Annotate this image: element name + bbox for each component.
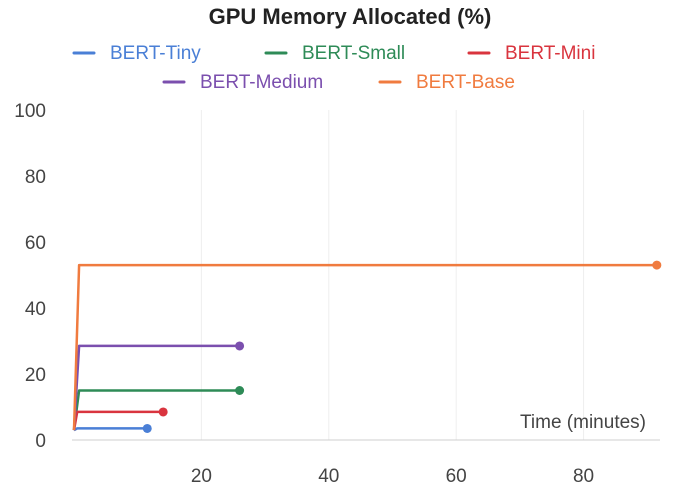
- series-bert-tiny: [73, 423, 152, 433]
- y-tick-label: 40: [25, 299, 46, 320]
- series-line: [72, 344, 240, 431]
- legend-label: BERT-Base: [416, 72, 515, 93]
- series-end-point: [158, 407, 168, 417]
- x-tick-label: 80: [573, 466, 594, 487]
- y-tick-label: 80: [25, 167, 46, 188]
- y-axis-ticks: 0 20 40 60 80 100: [14, 101, 46, 452]
- legend-label: BERT-Small: [302, 43, 405, 64]
- series-line: [73, 427, 148, 432]
- legend-label: BERT-Mini: [505, 43, 595, 64]
- series-bert-base: [72, 260, 662, 431]
- legend-item-bert-base[interactable]: BERT-Base: [378, 72, 515, 93]
- legend: BERT-Tiny BERT-Small BERT-Mini BERT-Medium B…: [72, 43, 595, 93]
- legend-item-bert-medium[interactable]: BERT-Medium: [162, 72, 323, 93]
- series-lines: [72, 260, 662, 433]
- legend-item-bert-mini[interactable]: BERT-Mini: [467, 43, 595, 64]
- legend-item-bert-small[interactable]: BERT-Small: [264, 43, 405, 64]
- series-line: [72, 263, 657, 431]
- x-axis-ticks: 20 40 60 80: [191, 466, 594, 487]
- series-end-point: [235, 341, 245, 351]
- series-bert-small: [72, 386, 245, 431]
- x-tick-label: 20: [191, 466, 212, 487]
- series-bert-medium: [72, 341, 245, 431]
- x-tick-label: 40: [318, 466, 339, 487]
- legend-label: BERT-Medium: [200, 72, 323, 93]
- gridlines: [200, 110, 585, 440]
- series-line: [72, 389, 240, 431]
- y-tick-label: 100: [14, 101, 46, 122]
- x-axis-label: Time (minutes): [520, 412, 646, 433]
- series-end-point: [235, 386, 245, 395]
- legend-item-bert-tiny[interactable]: BERT-Tiny: [72, 43, 201, 64]
- y-tick-label: 20: [25, 365, 46, 386]
- series-end-point: [142, 423, 152, 433]
- chart-title: GPU Memory Allocated (%): [209, 4, 492, 29]
- y-tick-label: 60: [25, 233, 46, 254]
- y-tick-label: 0: [35, 431, 46, 452]
- legend-label: BERT-Tiny: [110, 43, 201, 64]
- series-end-point: [652, 260, 662, 270]
- x-tick-label: 60: [446, 466, 467, 487]
- series-bert-mini: [72, 407, 168, 431]
